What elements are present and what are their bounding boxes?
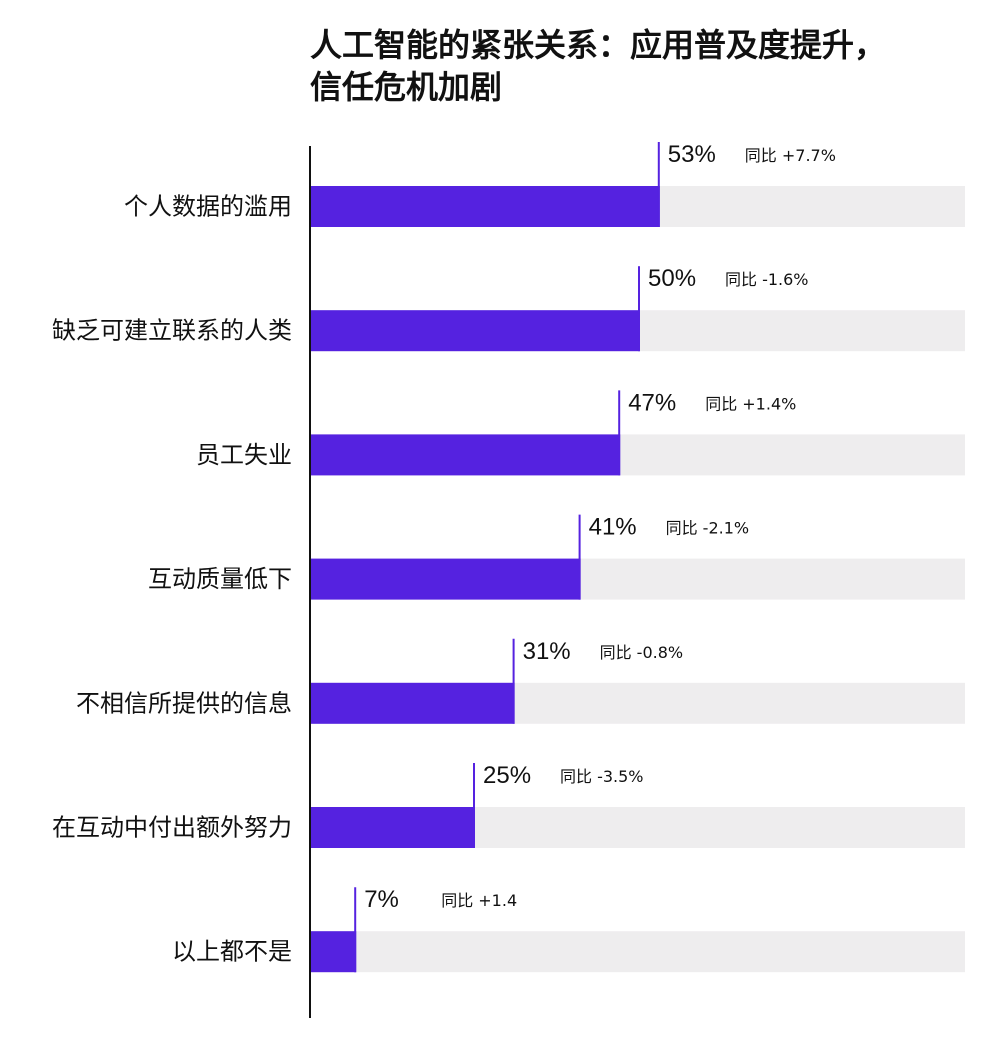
value-label: 50%: [648, 265, 696, 292]
category-label: 在互动中付出额外努力: [52, 814, 292, 842]
category-label: 互动质量低下: [148, 565, 292, 593]
value-label: 41%: [589, 514, 637, 541]
category-label: 以上都不是: [172, 938, 292, 966]
change-label: 同比 +1.4%: [705, 394, 796, 413]
change-label: 同比 +7.7%: [745, 146, 836, 165]
category-label: 不相信所提供的信息: [76, 689, 292, 717]
change-label: 同比 +1.4: [441, 891, 517, 910]
category-label: 个人数据的滥用: [124, 193, 292, 221]
chart-title-line-2: 信任危机加剧: [310, 68, 503, 106]
bar: [310, 186, 660, 227]
change-label: 同比 -0.8%: [600, 643, 684, 662]
bar: [310, 558, 581, 600]
change-label: 同比 -2.1%: [666, 519, 750, 538]
value-label: 53%: [668, 141, 716, 168]
bar: [310, 931, 357, 973]
value-label: 25%: [483, 762, 531, 789]
change-label: 同比 -1.6%: [725, 270, 809, 289]
value-label: 47%: [628, 389, 676, 416]
change-label: 同比 -3.5%: [560, 767, 644, 786]
value-label: 7%: [364, 886, 399, 913]
chart-title-line-1: 人工智能的紧张关系：应用普及度提升，: [310, 26, 887, 64]
bar: [310, 807, 475, 848]
category-label: 缺乏可建立联系的人类: [52, 317, 292, 345]
category-label: 员工失业: [196, 441, 292, 469]
bar: [310, 310, 640, 352]
bar: [310, 434, 621, 476]
value-label: 31%: [523, 638, 571, 665]
bar-track: [310, 931, 965, 973]
chart-title: 人工智能的紧张关系：应用普及度提升， 信任危机加剧: [310, 24, 970, 108]
bar: [310, 682, 515, 724]
